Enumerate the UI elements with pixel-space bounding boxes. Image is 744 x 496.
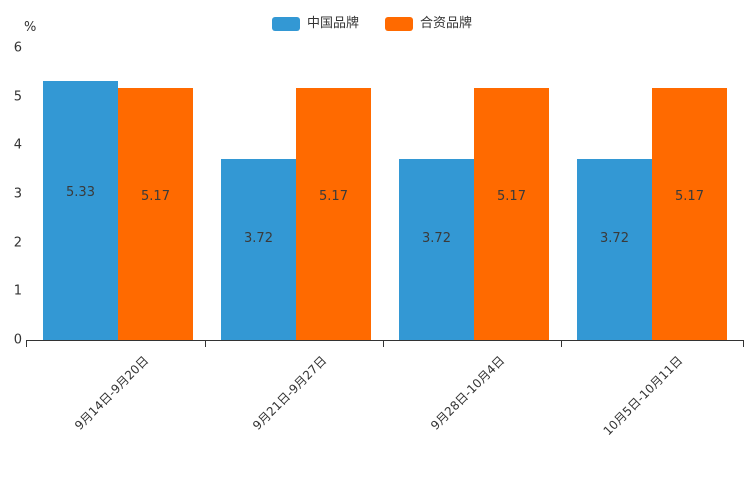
bar-value-label: 3.72 <box>244 230 273 246</box>
x-axis-line <box>26 340 744 341</box>
x-axis-tick-0 <box>26 341 27 347</box>
legend-item-joint-venture-brand[interactable]: 合资品牌 <box>385 17 472 31</box>
bar-joint-group-4[interactable]: 5.17 <box>652 88 727 340</box>
x-axis-tick-1 <box>205 341 206 347</box>
y-tick-label-6: 6 <box>13 40 22 56</box>
legend-swatch-china-brand <box>271 17 300 31</box>
legend-label-china-brand: 中国品牌 <box>306 16 359 31</box>
y-tick-label-2: 2 <box>13 235 22 251</box>
legend-item-china-brand[interactable]: 中国品牌 <box>271 16 359 31</box>
y-tick-label-3: 3 <box>13 186 22 202</box>
y-tick-label-4: 4 <box>13 137 22 153</box>
bar-joint-group-2[interactable]: 5.17 <box>296 88 371 340</box>
bar-value-label: 5.17 <box>319 189 348 205</box>
bar-value-label: 5.17 <box>141 189 170 205</box>
y-axis-unit-label: % <box>24 20 37 35</box>
bar-value-label: 5.33 <box>66 184 95 200</box>
bar-joint-group-3[interactable]: 5.17 <box>474 88 549 340</box>
y-tick-label-1: 1 <box>13 283 22 299</box>
x-category-label-2: 9月21日-9月27日 <box>250 353 330 433</box>
bar-china-group-1[interactable]: 5.33 <box>43 80 118 340</box>
bar-china-group-4[interactable]: 3.72 <box>577 158 652 340</box>
x-category-label-4: 10月5日-10月11日 <box>600 353 686 439</box>
y-tick-label-0: 0 <box>13 332 22 348</box>
bar-joint-group-1[interactable]: 5.17 <box>118 88 193 340</box>
bar-value-label: 5.17 <box>497 189 526 205</box>
x-category-label-3: 9月28日-10月4日 <box>428 353 508 433</box>
y-tick-label-5: 5 <box>13 89 22 105</box>
chart-legend: 中国品牌 合资品牌 <box>0 14 744 34</box>
legend-swatch-joint-venture-brand <box>385 17 413 31</box>
legend-label-joint-venture-brand: 合资品牌 <box>420 16 473 31</box>
bar-value-label: 5.17 <box>675 189 704 205</box>
x-axis-tick-3 <box>561 341 562 347</box>
bar-value-label: 3.72 <box>600 230 629 246</box>
x-category-label-1: 9月14日-9月20日 <box>72 353 152 433</box>
bar-china-group-2[interactable]: 3.72 <box>221 158 296 340</box>
bar-value-label: 3.72 <box>422 230 451 246</box>
x-axis-tick-2 <box>383 341 384 347</box>
bar-china-group-3[interactable]: 3.72 <box>399 158 474 340</box>
